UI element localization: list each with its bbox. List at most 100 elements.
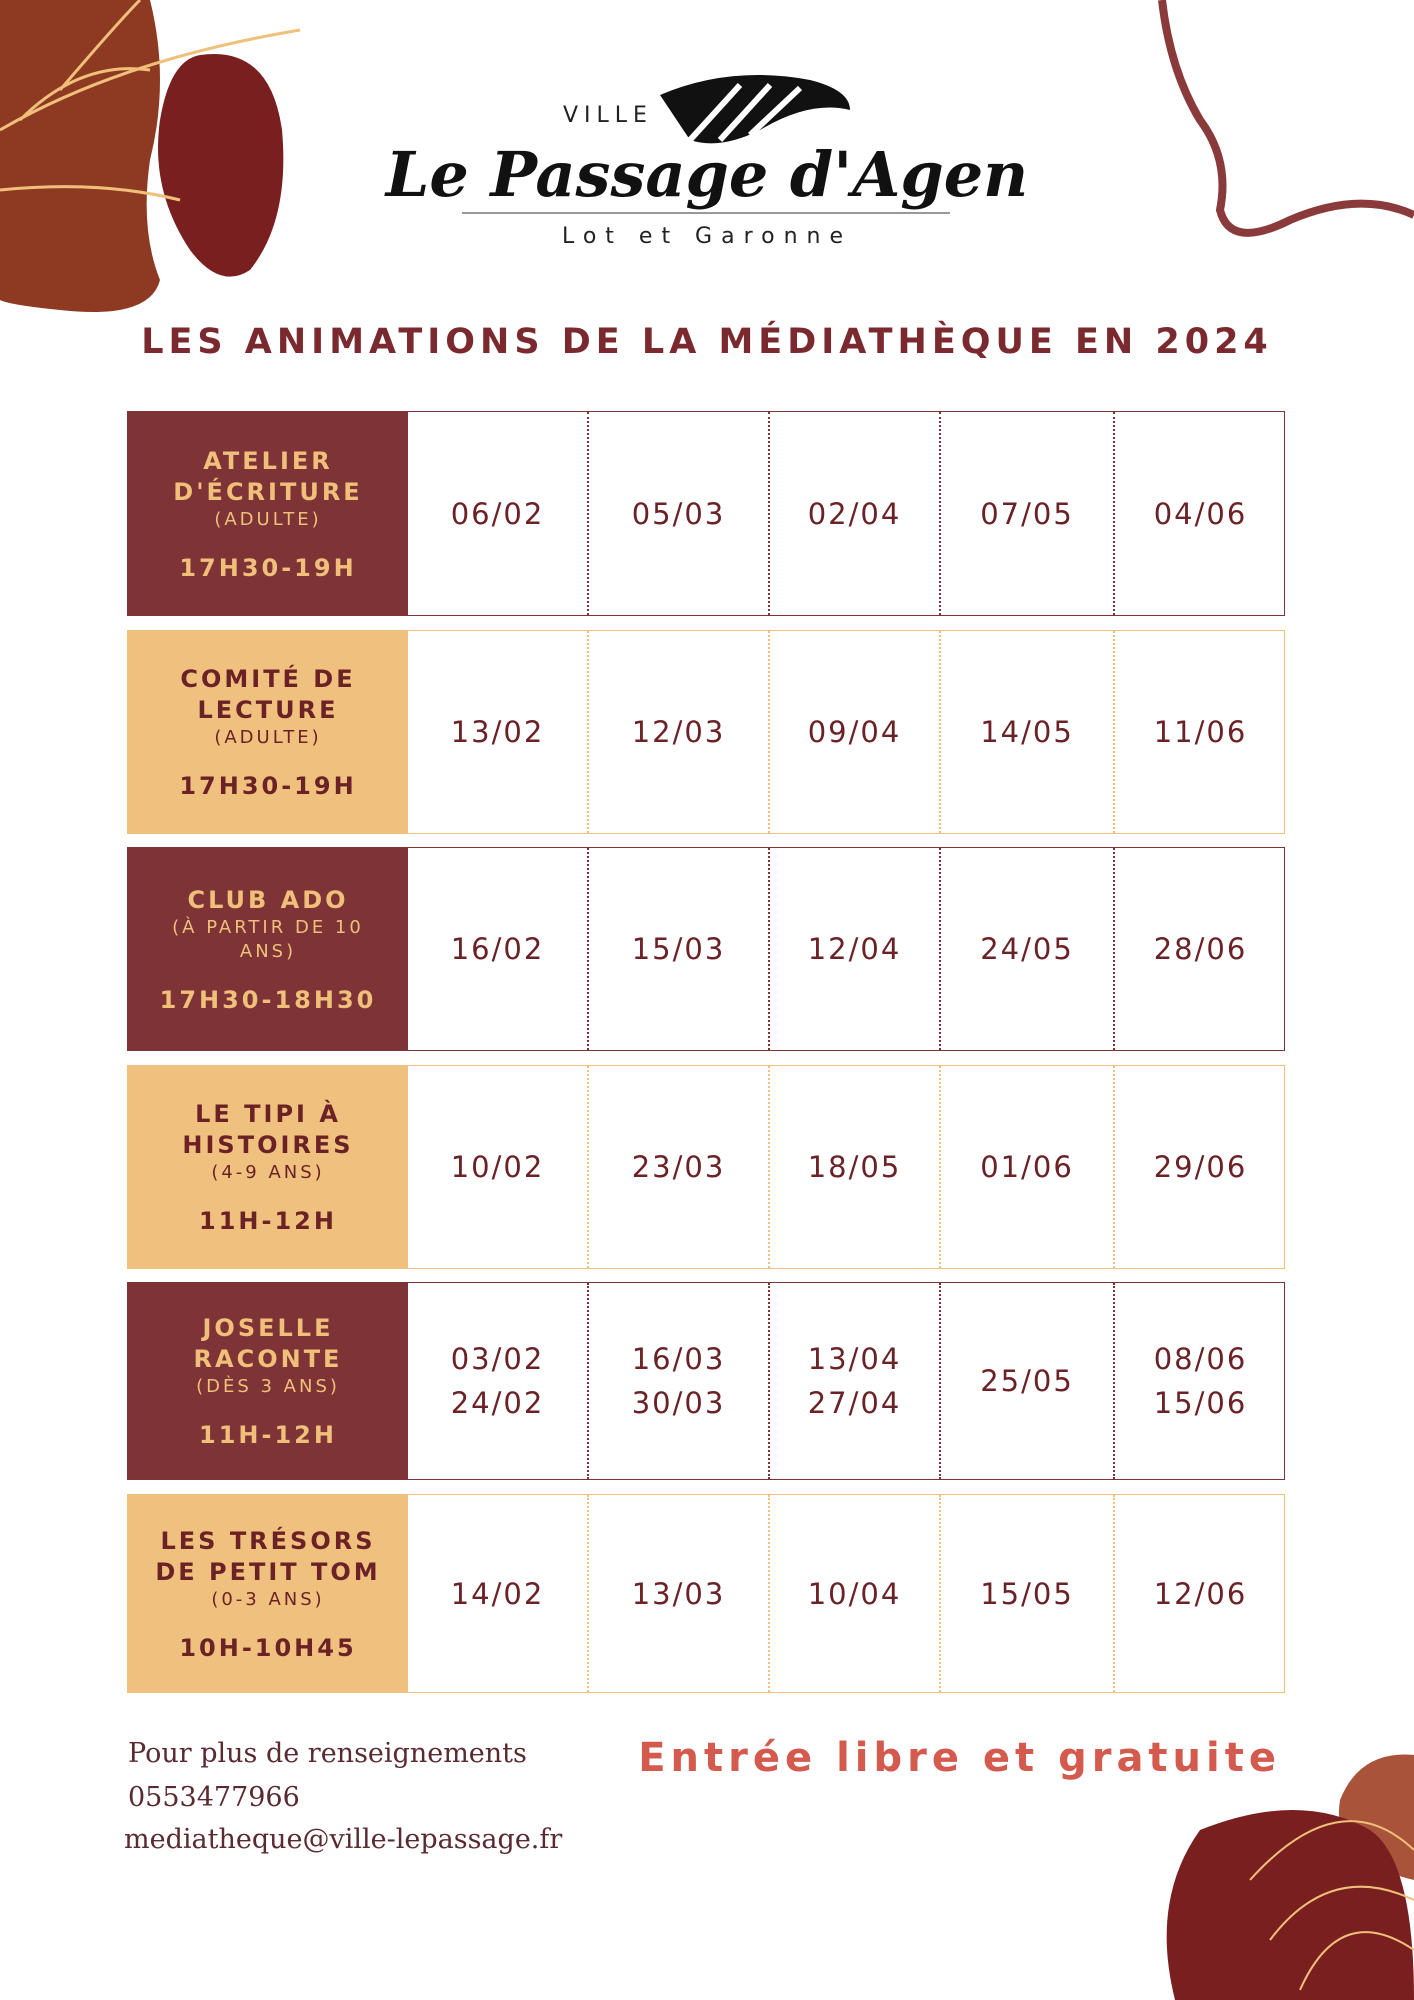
activity-cell: LES TRÉSORS DE PETIT TOM (0-3 ANS) 10H-10H… xyxy=(128,1495,408,1692)
date-cell: 02/04 xyxy=(770,412,941,615)
date: 13/02 xyxy=(450,715,545,749)
activity-hours: 10H-10H45 xyxy=(179,1633,357,1662)
activity-cell: CLUB ADO (À PARTIR DE 10 ANS) 17H30-18H30 xyxy=(128,848,408,1050)
date-cell: 16/03 30/03 xyxy=(589,1283,770,1479)
date: 15/03 xyxy=(631,932,726,966)
date-cell: 10/04 xyxy=(770,1495,941,1692)
date: 16/03 xyxy=(631,1342,726,1376)
activity-age: (0-3 ANS) xyxy=(211,1588,325,1610)
date: 14/05 xyxy=(980,715,1074,749)
date: 27/04 xyxy=(807,1386,902,1420)
date-cell: 16/02 xyxy=(408,848,589,1050)
activity-hours: 17H30-18H30 xyxy=(159,985,377,1014)
date: 12/03 xyxy=(631,715,726,749)
date-cell: 15/05 xyxy=(941,1495,1115,1692)
schedule-row: JOSELLE RACONTE (DÈS 3 ANS) 11H-12H 03/02 24… xyxy=(127,1282,1285,1480)
logo-name: Le Passage d'Agen xyxy=(385,138,1029,211)
activity-name: COMITÉ DE LECTURE xyxy=(180,665,356,724)
info-text: Pour plus de renseignements xyxy=(128,1738,527,1769)
date-cell: 08/06 15/06 xyxy=(1115,1283,1286,1479)
date: 01/06 xyxy=(980,1150,1074,1184)
date-cell: 12/04 xyxy=(770,848,941,1050)
date: 13/03 xyxy=(631,1576,726,1611)
activity-name: ATELIER D'ÉCRITURE xyxy=(173,446,363,506)
date: 05/03 xyxy=(631,496,726,531)
email: mediatheque@ville-lepassage.fr xyxy=(124,1824,563,1855)
activity-name: CLUB ADO xyxy=(187,885,349,914)
date-cell: 23/03 xyxy=(589,1066,770,1268)
date: 30/03 xyxy=(631,1386,726,1420)
date-cell: 09/04 xyxy=(770,631,941,833)
activity-age: (À PARTIR DE 10 ANS) xyxy=(172,916,364,962)
date-cell: 05/03 xyxy=(589,412,770,615)
activity-age: (4-9 ANS) xyxy=(211,1162,325,1183)
schedule-row: LES TRÉSORS DE PETIT TOM (0-3 ANS) 10H-10H… xyxy=(127,1494,1285,1693)
schedule-row: ATELIER D'ÉCRITURE (ADULTE) 17H30-19H 06/02… xyxy=(127,411,1285,616)
activity-hours: 17H30-19H xyxy=(179,553,357,582)
date: 15/05 xyxy=(980,1576,1074,1611)
date-cell: 15/03 xyxy=(589,848,770,1050)
date-cell: 10/02 xyxy=(408,1066,589,1268)
title: LES ANIMATIONS DE LA MÉDIATHÈQUE EN 2024 xyxy=(141,322,1273,362)
schedule-row: LE TIPI À HISTOIRES (4-9 ANS) 11H-12H 10/02… xyxy=(127,1065,1285,1269)
date-cell: 11/06 xyxy=(1115,631,1286,833)
date-cell: 13/02 xyxy=(408,631,589,833)
date: 10/04 xyxy=(807,1576,902,1611)
date: 24/02 xyxy=(450,1386,545,1420)
date-cell: 14/02 xyxy=(408,1495,589,1692)
date-cell: 24/05 xyxy=(941,848,1115,1050)
date: 24/05 xyxy=(980,932,1074,966)
date: 04/06 xyxy=(1153,496,1248,531)
phone: 0553477966 xyxy=(128,1782,300,1813)
activity-cell: COMITÉ DE LECTURE (ADULTE) 17H30-19H xyxy=(128,631,408,833)
schedule-row: COMITÉ DE LECTURE (ADULTE) 17H30-19H 13/02 1… xyxy=(127,630,1285,834)
activity-age: (ADULTE) xyxy=(214,508,322,530)
date-cell: 06/02 xyxy=(408,412,589,615)
date: 12/06 xyxy=(1153,1576,1248,1611)
activity-name: JOSELLE RACONTE xyxy=(193,1314,343,1373)
date: 03/02 xyxy=(450,1342,545,1376)
date: 12/04 xyxy=(807,932,902,966)
activity-age: (DÈS 3 ANS) xyxy=(196,1376,340,1397)
activity-name: LE TIPI À HISTOIRES xyxy=(182,1100,354,1159)
date: 15/06 xyxy=(1153,1386,1248,1420)
date: 08/06 xyxy=(1153,1342,1248,1376)
date-cell: 01/06 xyxy=(941,1066,1115,1268)
activity-age: (ADULTE) xyxy=(214,727,322,748)
date: 06/02 xyxy=(450,496,545,531)
date-cell: 25/05 xyxy=(941,1283,1115,1479)
schedule-row: CLUB ADO (À PARTIR DE 10 ANS) 17H30-18H30 1… xyxy=(127,847,1285,1051)
date-cell: 12/06 xyxy=(1115,1495,1286,1692)
date-cell: 12/03 xyxy=(589,631,770,833)
logo-region: Lot et Garonne xyxy=(561,224,853,249)
date: 14/02 xyxy=(450,1576,545,1611)
date-cell: 13/04 27/04 xyxy=(770,1283,941,1479)
date-cell: 29/06 xyxy=(1115,1066,1286,1268)
date: 18/05 xyxy=(807,1150,902,1184)
activity-name: LES TRÉSORS DE PETIT TOM xyxy=(155,1526,381,1586)
date-cell: 28/06 xyxy=(1115,848,1286,1050)
logo-prefix: VILLE xyxy=(563,103,653,128)
date: 16/02 xyxy=(450,932,545,966)
activity-hours: 11H-12H xyxy=(199,1207,337,1235)
date: 11/06 xyxy=(1153,715,1248,749)
date: 09/04 xyxy=(807,715,902,749)
date: 23/03 xyxy=(631,1150,726,1184)
date: 25/05 xyxy=(980,1364,1074,1398)
date-cell: 14/05 xyxy=(941,631,1115,833)
date-cell: 18/05 xyxy=(770,1066,941,1268)
date-cell: 04/06 xyxy=(1115,412,1286,615)
date-cell: 13/03 xyxy=(589,1495,770,1692)
activity-hours: 11H-12H xyxy=(199,1421,337,1449)
date-cell: 03/02 24/02 xyxy=(408,1283,589,1479)
date: 07/05 xyxy=(980,496,1074,531)
date: 10/02 xyxy=(450,1150,545,1184)
date: 13/04 xyxy=(807,1342,902,1376)
date: 29/06 xyxy=(1153,1150,1248,1184)
activity-cell: LE TIPI À HISTOIRES (4-9 ANS) 11H-12H xyxy=(128,1066,408,1268)
entry-note: Entrée libre et gratuite xyxy=(638,1735,1281,1781)
activity-cell: JOSELLE RACONTE (DÈS 3 ANS) 11H-12H xyxy=(128,1283,408,1479)
activity-hours: 17H30-19H xyxy=(179,772,357,800)
